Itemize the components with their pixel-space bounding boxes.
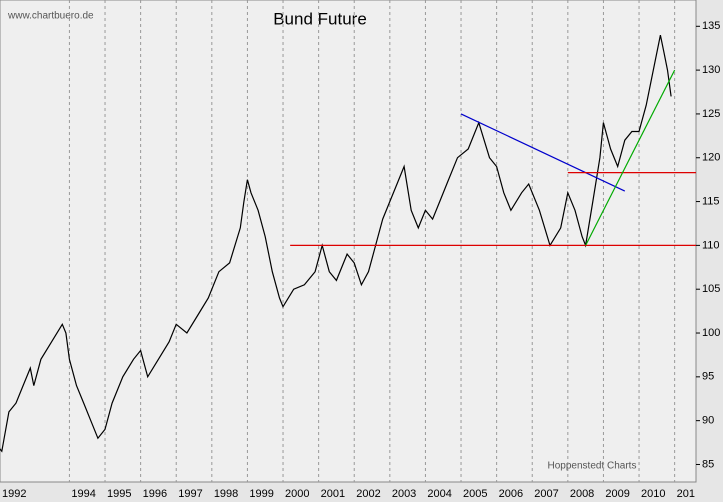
trend-line	[585, 69, 676, 246]
x-tick-label: 2010	[641, 488, 665, 500]
x-tick-label: 2009	[605, 488, 629, 500]
x-tick-label: 1998	[214, 488, 238, 500]
x-tick-label: 2000	[285, 488, 309, 500]
price-line	[0, 34, 672, 453]
x-tick-label: 2001	[321, 488, 345, 500]
credit: Hoppenstedt Charts	[548, 461, 637, 472]
x-tick-label: 2006	[499, 488, 523, 500]
x-tick-label: 1997	[178, 488, 202, 500]
x-tick-label: 2003	[392, 488, 416, 500]
y-tick-label: 90	[702, 415, 714, 427]
x-tick-label: 1999	[249, 488, 273, 500]
y-tick-label: 125	[702, 108, 720, 120]
x-tick-label: 201	[677, 488, 695, 500]
y-tick-label: 115	[702, 195, 720, 207]
x-tick-label: 1995	[107, 488, 131, 500]
x-tick-label: 2005	[463, 488, 487, 500]
x-tick-label: 2004	[427, 488, 451, 500]
x-tick-label: 2007	[534, 488, 558, 500]
plot-area	[0, 0, 697, 483]
y-tick-label: 105	[702, 283, 720, 295]
trend-line	[460, 113, 626, 192]
y-tick-label: 85	[702, 458, 714, 470]
x-tick-label: 2008	[570, 488, 594, 500]
y-tick-label: 95	[702, 371, 714, 383]
y-tick-label: 100	[702, 327, 720, 339]
chart-title: Bund Future	[273, 9, 367, 28]
y-tick-label: 120	[702, 152, 720, 164]
x-tick-label: 1992	[2, 488, 26, 500]
x-tick-label: 1996	[143, 488, 167, 500]
y-tick-label: 130	[702, 64, 720, 76]
source: www.chartbuero.de	[7, 11, 94, 22]
y-tick-label: 110	[702, 239, 720, 251]
x-tick-label: 1994	[71, 488, 95, 500]
x-tick-label: 2002	[356, 488, 380, 500]
y-tick-label: 135	[702, 20, 720, 32]
